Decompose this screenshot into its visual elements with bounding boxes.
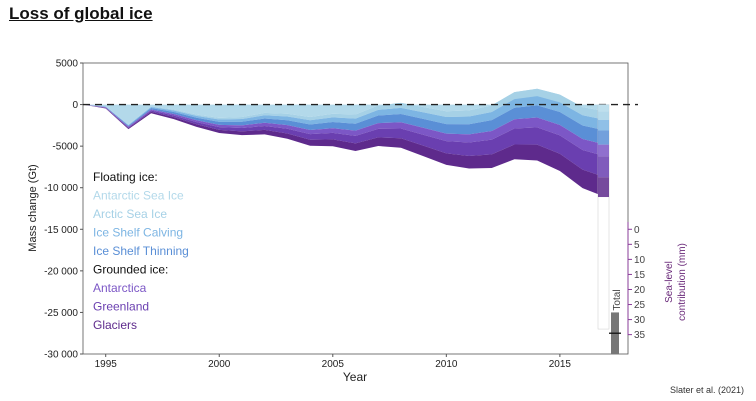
y-tick-label: -10 000 <box>44 183 78 194</box>
area-glaciers <box>83 104 606 198</box>
legend-item: Greenland <box>93 300 149 314</box>
legend-item: Glaciers <box>93 318 137 332</box>
total-segment <box>598 119 609 131</box>
sea-level-tick-label: 35 <box>634 330 646 341</box>
total-segment <box>598 104 609 112</box>
area-ice-shelf-calving <box>83 96 606 131</box>
sea-level-label-line2: contribution (mm) <box>677 243 688 321</box>
legend-item: Arctic Sea Ice <box>93 207 167 221</box>
sea-level-tick-label: 20 <box>634 285 646 296</box>
y-axis-label: Mass change (Gt) <box>27 164 39 251</box>
y-tick-label: -15 000 <box>44 225 78 236</box>
total-segment <box>598 130 609 145</box>
area-antarctica <box>83 104 606 157</box>
y-tick-label: -5000 <box>52 142 78 153</box>
sea-level-tick-label: 15 <box>634 270 646 281</box>
sea-level-tick-label: 25 <box>634 300 646 311</box>
y-tick-label: 0 <box>72 100 78 111</box>
total-bar <box>597 104 621 354</box>
y-tick-label: 5000 <box>56 59 79 70</box>
x-axis-ticks: 1995 2000 2005 2010 2015 <box>95 354 572 370</box>
total-segment <box>598 111 609 120</box>
stacked-areas <box>83 88 606 198</box>
y-tick-label: -20 000 <box>44 266 78 277</box>
legend: Floating ice: Antarctic Sea Ice Arctic Sea… <box>93 170 189 332</box>
plot-frame <box>82 62 629 355</box>
legend-item: Ice Shelf Calving <box>93 226 183 240</box>
y-axis-ticks: 5000 0 -5000 -10 000 -15 000 -20 000 -25 000 -3… <box>44 59 83 361</box>
page-title: Loss of global ice <box>9 4 153 23</box>
area-greenland <box>83 104 606 178</box>
x-tick-label: 2000 <box>208 359 231 370</box>
sea-level-tick-label: 0 <box>634 225 640 236</box>
sea-level-tick-label: 5 <box>634 240 640 251</box>
x-tick-label: 2005 <box>322 359 345 370</box>
area-ice-shelf-thinning <box>83 104 606 145</box>
legend-item: Antarctic Sea Ice <box>93 189 184 203</box>
legend-heading: Grounded ice: <box>93 263 168 277</box>
source-note: Slater et al. (2021) <box>669 385 744 395</box>
sea-level-tick-label: 10 <box>634 255 646 266</box>
total-label: Total <box>612 289 623 310</box>
total-segment <box>598 177 609 198</box>
legend-item: Antarctica <box>93 281 147 295</box>
total-segment <box>598 144 609 157</box>
y-tick-label: -25 000 <box>44 308 78 319</box>
area-antarctic-sea-ice <box>83 88 606 125</box>
x-tick-label: 2015 <box>549 359 572 370</box>
x-axis-label: Year <box>343 370 367 384</box>
legend-item: Ice Shelf Thinning <box>93 244 189 258</box>
legend-heading: Floating ice: <box>93 170 158 184</box>
x-tick-label: 2010 <box>435 359 458 370</box>
total-segment <box>598 156 609 178</box>
sea-level-ticks: 0 5 10 15 20 25 30 35 <box>628 225 646 341</box>
sea-level-tick-label: 30 <box>634 315 646 326</box>
x-tick-label: 1995 <box>95 359 118 370</box>
sea-level-label-line1: Sea-level <box>664 261 675 303</box>
y-tick-label: -30 000 <box>44 350 78 361</box>
area-arctic-sea-ice <box>83 88 606 126</box>
